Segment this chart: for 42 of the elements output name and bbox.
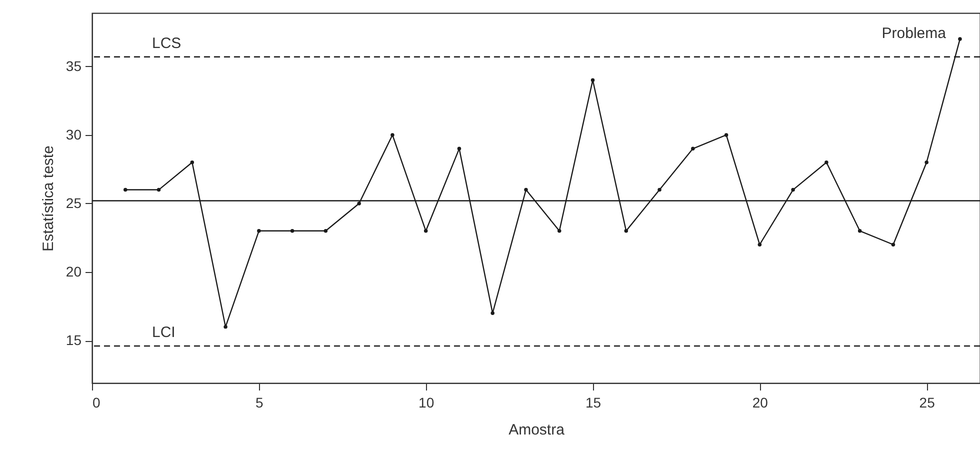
point xyxy=(924,160,928,164)
point xyxy=(524,188,528,192)
x-tick-label: 10 xyxy=(418,394,434,410)
point xyxy=(224,324,228,329)
point xyxy=(324,229,328,233)
point xyxy=(658,188,662,192)
y-axis-title: Estatística teste xyxy=(40,146,57,252)
x-tick-label: 5 xyxy=(256,394,264,410)
point xyxy=(257,229,261,233)
x-tick-label: 20 xyxy=(752,394,768,410)
y-tick-label: 30 xyxy=(66,126,82,142)
point xyxy=(724,133,728,137)
point xyxy=(624,229,628,233)
x-tick-label: 0 xyxy=(92,394,100,410)
point xyxy=(290,229,294,233)
point xyxy=(124,188,128,192)
point xyxy=(156,188,161,192)
y-tick-label: 20 xyxy=(66,264,82,280)
point xyxy=(758,242,762,246)
point xyxy=(824,160,828,164)
point xyxy=(390,133,394,137)
y-tick-label: 25 xyxy=(66,194,82,211)
point xyxy=(958,37,962,41)
y-tick-label: 35 xyxy=(66,58,82,74)
y-tick-label: 15 xyxy=(66,332,82,348)
point xyxy=(190,160,194,164)
point xyxy=(791,188,795,192)
point xyxy=(691,146,695,151)
ref-line-label: LCS xyxy=(152,34,182,52)
point xyxy=(557,229,562,233)
point xyxy=(357,202,361,206)
annotation: Problema xyxy=(882,25,947,42)
point xyxy=(490,311,494,315)
point xyxy=(424,229,428,233)
x-tick-label: 25 xyxy=(919,394,936,410)
point xyxy=(590,78,595,82)
ref-line-label: LCI xyxy=(152,324,176,341)
x-tick-label: 15 xyxy=(585,394,602,410)
point xyxy=(891,242,896,246)
point xyxy=(457,146,462,151)
x-axis-title: Amostra xyxy=(508,422,566,438)
point xyxy=(858,229,862,233)
